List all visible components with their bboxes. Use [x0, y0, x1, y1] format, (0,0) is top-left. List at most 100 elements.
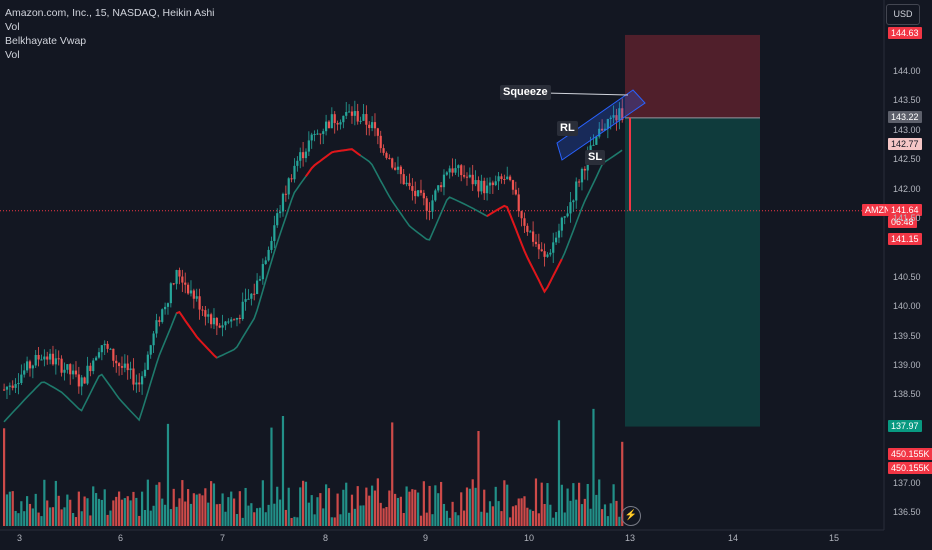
- squeeze-annotation[interactable]: Squeeze: [500, 85, 551, 100]
- candle-body: [97, 352, 101, 358]
- volume-bar: [569, 500, 572, 526]
- last-price-label: 141.64: [888, 204, 922, 216]
- candle-body: [152, 333, 155, 346]
- candle-body: [583, 168, 586, 171]
- volume-indicator-label[interactable]: Vol: [5, 21, 20, 33]
- volume-bar: [552, 517, 555, 526]
- volume-bar: [425, 512, 428, 526]
- candle-body: [310, 134, 313, 141]
- volume-bar: [612, 484, 615, 526]
- volume-bar: [345, 482, 348, 526]
- volume-bar: [471, 479, 474, 526]
- candle-body: [23, 370, 26, 375]
- candle-body: [618, 108, 621, 121]
- candle-body: [414, 190, 417, 197]
- candle-body: [497, 176, 500, 182]
- volume-bar: [123, 498, 126, 526]
- symbol-title: Amazon.com, Inc., 15, NASDAQ, Heikin Ash…: [5, 7, 215, 19]
- volume-bar: [72, 512, 75, 526]
- candle-body: [534, 241, 538, 245]
- volume-bar: [589, 508, 592, 526]
- candle-body: [480, 180, 483, 192]
- volume-bar: [566, 488, 569, 526]
- time-tick: 8: [323, 533, 329, 543]
- candle-body: [11, 385, 14, 388]
- volume-bar: [149, 510, 152, 526]
- currency-selector[interactable]: USD: [886, 4, 920, 25]
- candle-body: [284, 193, 287, 195]
- candle-body: [270, 240, 273, 250]
- candle-body: [276, 213, 279, 226]
- volume-bar: [284, 509, 287, 526]
- volume-bar: [189, 503, 193, 526]
- vwap-indicator-label[interactable]: Belkhayate Vwap: [5, 35, 87, 47]
- volume-bar: [388, 490, 391, 526]
- sl-annotation[interactable]: SL: [585, 150, 606, 165]
- candle-body: [40, 359, 43, 361]
- volume-bar: [46, 500, 49, 526]
- candle-body: [578, 181, 581, 183]
- lightning-icon[interactable]: ⚡: [621, 506, 641, 526]
- candle-body: [379, 135, 382, 149]
- candle-body: [488, 182, 492, 186]
- candle-body: [141, 376, 144, 385]
- candle-body: [313, 134, 316, 136]
- volume-bar: [66, 494, 69, 526]
- candle-body: [69, 364, 72, 375]
- candle-body: [371, 122, 374, 129]
- time-tick: 13: [625, 533, 636, 543]
- candle-body: [212, 317, 216, 325]
- volume-bar: [11, 491, 14, 526]
- candle-body: [437, 185, 440, 191]
- vwap-line: [3, 148, 623, 423]
- candle-body: [419, 190, 423, 193]
- volume-bar: [267, 504, 270, 526]
- candle-body: [336, 123, 339, 125]
- candle-body: [563, 216, 566, 218]
- candle-body: [523, 218, 526, 226]
- candle-body: [273, 225, 276, 241]
- candle-body: [491, 182, 494, 186]
- volume-bar: [132, 491, 135, 526]
- candle-body: [557, 230, 561, 238]
- volume-bar: [572, 483, 575, 526]
- candle-body: [448, 168, 451, 173]
- candle-body: [399, 166, 402, 175]
- candle-body: [135, 382, 138, 385]
- volume-bar: [350, 494, 354, 526]
- volume-bar: [184, 501, 187, 526]
- candle-body: [227, 321, 230, 323]
- price-tick: 142.00: [893, 183, 921, 194]
- volume-bar: [310, 495, 313, 526]
- volume-bar: [373, 490, 377, 526]
- candle-body: [385, 152, 388, 158]
- price-tick: 144.00: [893, 66, 921, 76]
- volume-bar: [158, 482, 161, 526]
- volume-bar: [575, 499, 578, 526]
- candle-body: [537, 244, 540, 250]
- volume-bar: [368, 495, 371, 526]
- price-tick: 142.50: [893, 154, 921, 165]
- volume-bar: [95, 493, 98, 526]
- volume-bar: [49, 507, 52, 526]
- candle-body: [187, 284, 190, 294]
- volume-bar: [74, 517, 78, 526]
- candle-body: [189, 290, 193, 294]
- squeeze-channel: [556, 89, 646, 161]
- volume-indicator-label-2[interactable]: Vol: [5, 49, 20, 61]
- volume-bar: [169, 509, 172, 526]
- candle-body: [290, 178, 293, 180]
- candle-body: [601, 128, 604, 131]
- candle-body: [592, 144, 595, 146]
- candle-body: [132, 368, 135, 385]
- candle-body: [408, 182, 411, 187]
- volume-bar: [253, 512, 256, 526]
- candle-body: [95, 357, 98, 361]
- volume-bar: [586, 483, 589, 526]
- candle-body: [425, 198, 428, 212]
- volume-bar: [606, 516, 609, 526]
- volume-bar: [279, 499, 282, 526]
- volume-bar: [445, 510, 448, 526]
- rl-annotation[interactable]: RL: [557, 121, 578, 136]
